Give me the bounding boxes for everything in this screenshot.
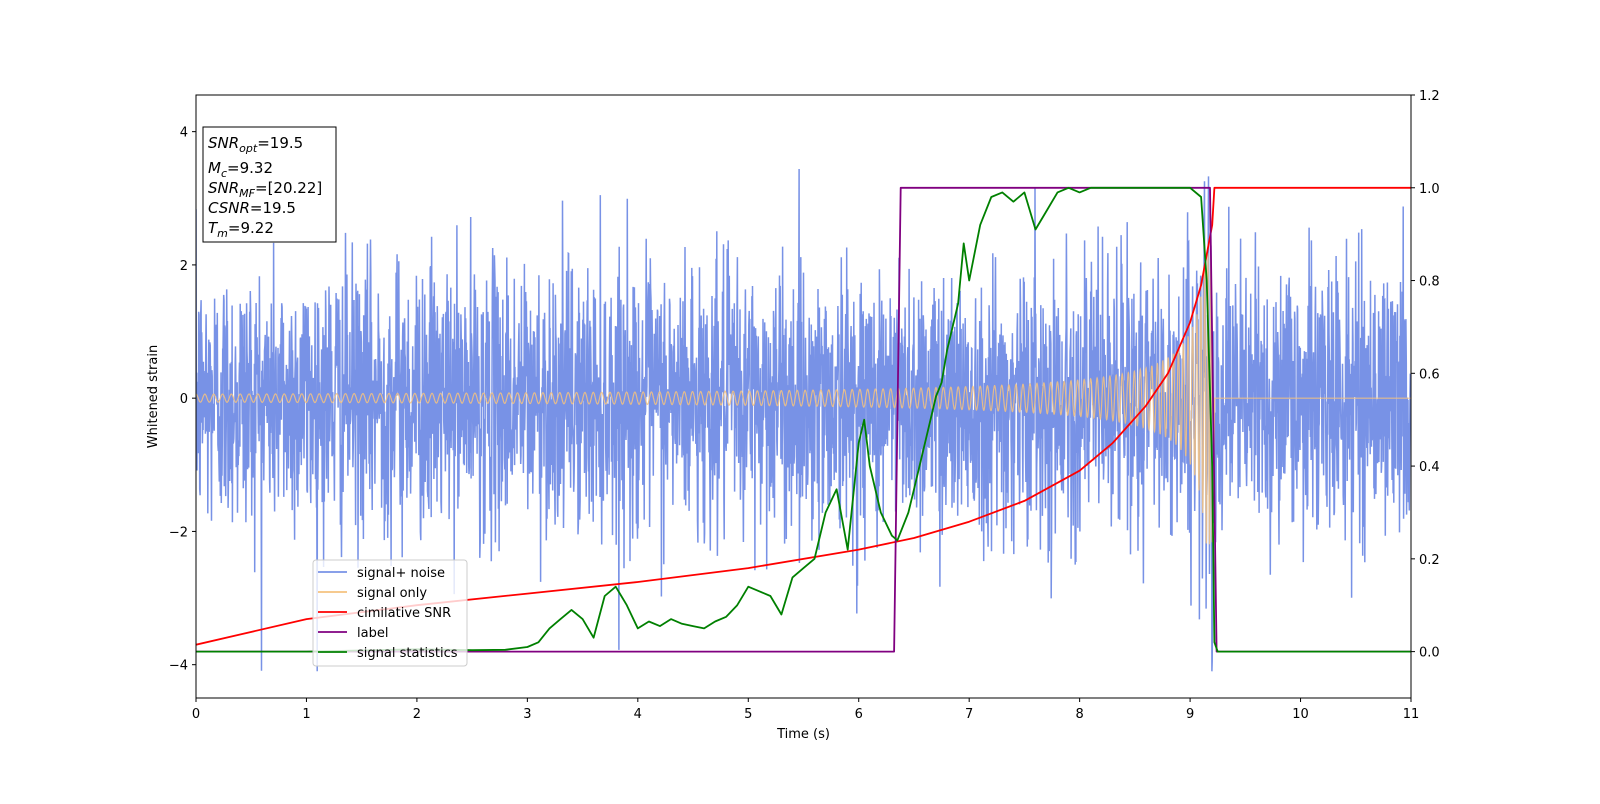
legend-label: signal only xyxy=(357,586,427,601)
legend-items: signal+ noise signal only cimilative SNR la… xyxy=(318,566,458,661)
y-right-tick-label: 0.2 xyxy=(1419,553,1440,568)
y-right-tick-label: 0.4 xyxy=(1419,460,1440,475)
series-signal-noise xyxy=(196,168,1411,672)
y-right-tick-label: 0.8 xyxy=(1419,275,1440,290)
x-tick-label: 9 xyxy=(1186,707,1194,722)
info-box-frame xyxy=(202,126,337,243)
legend-frame xyxy=(312,559,468,667)
y-axis-label: Whitened strain xyxy=(146,345,161,448)
y-right-axis-ticks: 0.0 0.2 0.4 0.6 0.8 1.0 1.2 xyxy=(1411,89,1440,661)
y-right-tick-label: 1.2 xyxy=(1419,89,1440,104)
x-axis-ticks: 0 1 2 3 4 5 6 7 8 9 10 11 xyxy=(192,698,1419,722)
x-tick-label: 5 xyxy=(744,707,752,722)
x-tick-label: 10 xyxy=(1292,707,1309,722)
snr-mf-label: SNRMF=[20.22] xyxy=(208,179,322,200)
y-left-tick-label: 2 xyxy=(180,259,188,274)
info-box: SNRopt=19.5 Mc=9.32 SNRMF=[20.22] CSNR=1… xyxy=(202,126,337,243)
y-right-tick-label: 0.0 xyxy=(1419,646,1440,661)
legend-label: signal statistics xyxy=(357,646,458,661)
csnr-label: CSNR=19.5 xyxy=(208,199,296,217)
x-tick-label: 7 xyxy=(965,707,973,722)
x-tick-label: 8 xyxy=(1075,707,1083,722)
y-left-tick-label: 0 xyxy=(180,392,188,407)
snr-opt-label: SNRopt=19.5 xyxy=(208,134,303,155)
x-tick-label: 6 xyxy=(855,707,863,722)
right-axis-series-layer xyxy=(196,186,1411,653)
legend: signal+ noise signal only cimilative SNR la… xyxy=(312,559,468,667)
chirp-mass-label: Mc=9.32 xyxy=(208,159,273,180)
legend-label: signal+ noise xyxy=(357,566,445,581)
legend-label: cimilative SNR xyxy=(357,606,451,621)
series-signal-statistics xyxy=(196,186,1411,653)
y-right-tick-label: 1.0 xyxy=(1419,182,1440,197)
x-tick-label: 4 xyxy=(634,707,642,722)
legend-label: label xyxy=(357,626,388,641)
x-tick-label: 11 xyxy=(1403,707,1420,722)
y-left-tick-label: −4 xyxy=(169,659,188,674)
y-left-tick-label: −2 xyxy=(169,525,188,540)
y-right-tick-label: 0.6 xyxy=(1419,367,1440,382)
x-tick-label: 2 xyxy=(413,707,421,722)
noise-series-layer xyxy=(196,168,1411,672)
x-axis-label: Time (s) xyxy=(776,727,830,742)
merger-time-label: Tm=9.22 xyxy=(208,219,274,240)
y-left-axis-ticks: −4 −2 0 2 4 xyxy=(169,126,196,674)
series-cimilative-snr xyxy=(196,186,1411,646)
x-tick-label: 0 xyxy=(192,707,200,722)
x-tick-label: 1 xyxy=(302,707,310,722)
x-tick-label: 3 xyxy=(523,707,531,722)
plot-frame xyxy=(195,94,1412,699)
y-left-tick-label: 4 xyxy=(180,126,188,141)
